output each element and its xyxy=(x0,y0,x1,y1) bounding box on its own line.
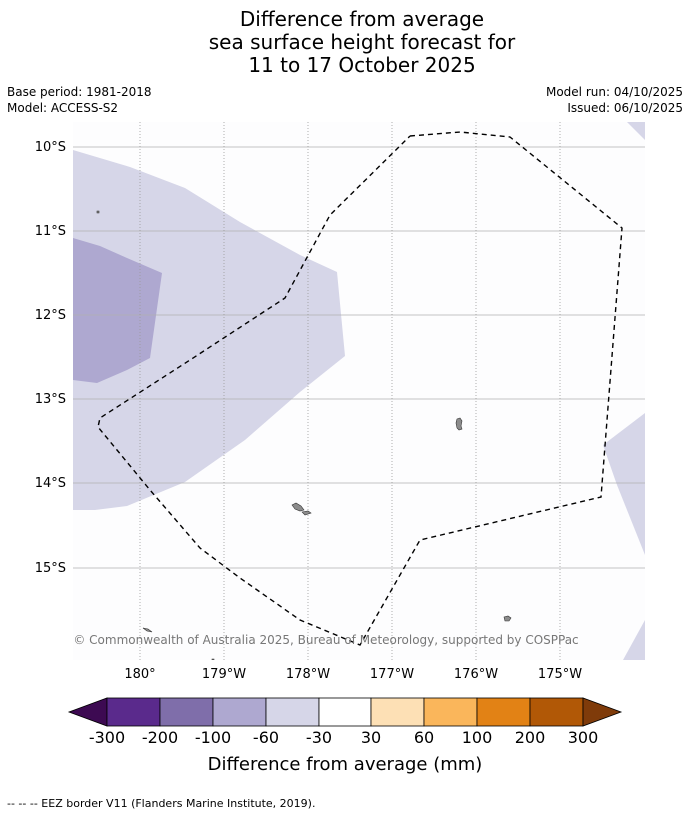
colorbar-tick-4: -60 xyxy=(253,728,279,747)
colorbar-segment-7 xyxy=(423,697,478,727)
colorbar-tick-2: -200 xyxy=(142,728,178,747)
colorbar-tick-1: -300 xyxy=(89,728,125,747)
lon-label-180: 180° xyxy=(124,667,155,682)
title-line-3: 11 to 17 October 2025 xyxy=(248,53,476,77)
map-figure: © Commonwealth of Australia 2025, Bureau… xyxy=(35,122,645,775)
colorbar-label: Difference from average (mm) xyxy=(208,754,483,775)
lon-label-175w: 175°W xyxy=(538,667,582,682)
eez-legend: -- -- -- EEZ border V11 (Flanders Marine… xyxy=(7,797,316,810)
lat-label-15s: 15°S xyxy=(35,561,66,576)
colorbar-segment-4 xyxy=(265,697,320,727)
anomaly-region-west xyxy=(73,150,345,510)
map-panel: © Commonwealth of Australia 2025, Bureau… xyxy=(73,122,645,660)
colorbar-tick-7: 60 xyxy=(414,728,434,747)
run-info: Model run: 04/10/2025 Issued: 06/10/2025 xyxy=(546,84,683,116)
lat-label-12s: 12°S xyxy=(35,308,66,323)
island-south xyxy=(211,658,215,660)
lat-label-13s: 13°S xyxy=(35,392,66,407)
lat-label-10s: 10°S xyxy=(35,140,66,155)
island-central-east xyxy=(455,417,463,431)
lon-label-178w: 178°W xyxy=(286,667,330,682)
island-west-a xyxy=(291,502,305,512)
issued-date: Issued: 06/10/2025 xyxy=(567,101,683,115)
colorbar-segment-1 xyxy=(106,697,161,727)
lat-labels: 10°S 11°S 12°S 13°S 14°S 15°S xyxy=(35,140,66,576)
lon-label-177w: 177°W xyxy=(370,667,414,682)
island-northwest xyxy=(96,210,100,214)
anomaly-region-southeast xyxy=(623,620,645,660)
title-line-2: sea surface height forecast for xyxy=(208,30,516,54)
model-info: Base period: 1981-2018 Model: ACCESS-S2 xyxy=(7,84,152,116)
lat-label-11s: 11°S xyxy=(35,224,66,239)
model-name: Model: ACCESS-S2 xyxy=(7,101,119,115)
anomaly-region-west-core xyxy=(73,238,162,383)
lon-label-176w: 176°W xyxy=(454,667,498,682)
lon-label-179w: 179°W xyxy=(202,667,246,682)
colorbar-tick-5: -30 xyxy=(306,728,332,747)
colorbar-segments xyxy=(106,697,584,727)
islands xyxy=(96,210,512,660)
colorbar-segment-9 xyxy=(529,697,584,727)
lon-labels: 180° 179°W 178°W 177°W 176°W 175°W xyxy=(124,667,582,682)
colorbar-segment-5 xyxy=(318,697,372,727)
island-southwest xyxy=(142,627,153,633)
colorbar-tick-3: -100 xyxy=(195,728,231,747)
colorbar-segment-2 xyxy=(159,697,214,727)
colorbar-arrow-low xyxy=(67,697,108,727)
colorbar-tick-9: 200 xyxy=(515,728,546,747)
anomaly-region-east xyxy=(603,413,645,555)
colorbar-arrow-high xyxy=(582,697,623,727)
base-period: Base period: 1981-2018 xyxy=(7,85,152,99)
anomaly-region-northeast xyxy=(627,122,645,140)
copyright-notice: © Commonwealth of Australia 2025, Bureau… xyxy=(73,633,578,647)
island-west-b xyxy=(301,510,312,516)
colorbar-tick-6: 30 xyxy=(361,728,381,747)
lat-gridlines xyxy=(73,146,645,569)
model-run: Model run: 04/10/2025 xyxy=(545,85,683,99)
map-title: Difference from average sea surface heig… xyxy=(0,8,690,77)
title-line-1: Difference from average xyxy=(239,7,485,31)
colorbar-tick-8: 100 xyxy=(462,728,493,747)
colorbar: -300 -200 -100 -60 -30 30 60 100 200 300… xyxy=(67,697,623,775)
colorbar-tick-labels: -300 -200 -100 -60 -30 30 60 100 200 300 xyxy=(89,728,598,747)
colorbar-segment-6 xyxy=(370,697,425,727)
island-southeast xyxy=(503,615,512,622)
colorbar-segment-3 xyxy=(212,697,267,727)
lat-label-14s: 14°S xyxy=(35,476,66,491)
colorbar-tick-10: 300 xyxy=(568,728,599,747)
colorbar-segment-8 xyxy=(476,697,531,727)
